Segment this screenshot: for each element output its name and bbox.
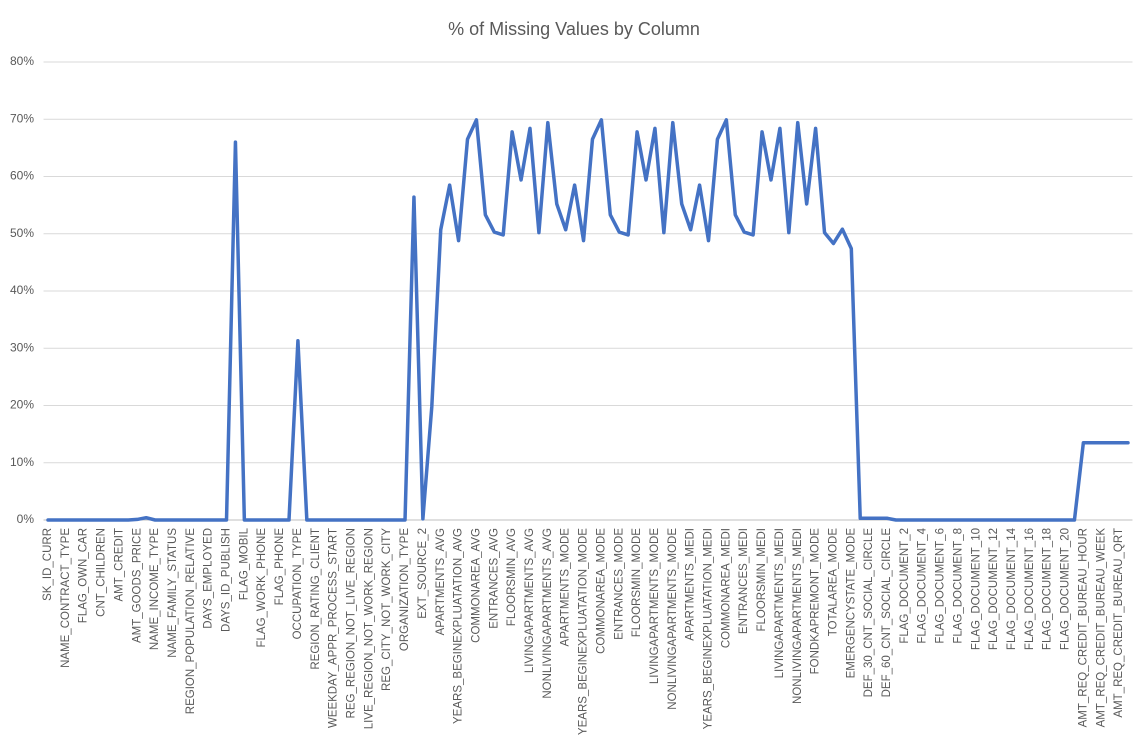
x-tick-label: FLAG_WORK_PHONE <box>256 528 268 648</box>
x-tick-label: NONLIVINGAPARTMENTS_MODE <box>667 528 679 710</box>
x-tick-label: ORGANIZATION_TYPE <box>399 528 411 651</box>
y-tick-label: 40% <box>10 283 34 297</box>
x-tick-label: FONDKAPREMONT_MODE <box>810 528 822 675</box>
x-tick-label: FLAG_MOBIL <box>238 527 250 600</box>
x-tick-label: FLOORSMIN_AVG <box>506 528 518 626</box>
x-tick-label: AMT_CREDIT <box>113 528 125 601</box>
x-tick-label: NONLIVINGAPARTMENTS_AVG <box>542 528 554 699</box>
x-tick-label: FLAG_DOCUMENT_12 <box>988 528 1000 650</box>
y-tick-label: 30% <box>10 340 34 354</box>
x-tick-label: ENTRANCES_MODE <box>613 528 625 640</box>
x-tick-label: FLAG_PHONE <box>274 528 286 606</box>
x-tick-label: ENTRANCES_AVG <box>488 528 500 629</box>
x-tick-label: TOTALAREA_MODE <box>827 528 839 637</box>
x-tick-label: FLAG_DOCUMENT_8 <box>952 528 964 644</box>
data-line <box>46 118 1130 522</box>
x-tick-label: FLAG_OWN_CAR <box>78 528 90 623</box>
x-tick-label: DEF_60_CNT_SOCIAL_CIRCLE <box>881 528 893 698</box>
x-tick-label: COMMONAREA_AVG <box>470 528 482 643</box>
y-tick-label: 60% <box>10 169 34 183</box>
y-tick-label: 0% <box>17 512 35 526</box>
x-tick-label: LIVINGAPARTMENTS_MODE <box>649 528 661 684</box>
x-tick-label: FLAG_DOCUMENT_10 <box>970 528 982 650</box>
x-tick-label: LIVE_REGION_NOT_WORK_REGION <box>363 528 375 729</box>
x-tick-label: FLOORSMIN_MEDI <box>756 528 768 632</box>
y-tick-label: 50% <box>10 226 34 240</box>
x-tick-label: YEARS_BEGINEXPLUATATION_MODE <box>578 528 590 735</box>
x-tick-label: FLAG_DOCUMENT_6 <box>935 528 947 644</box>
y-tick-label: 80% <box>10 54 34 68</box>
x-tick-label: REGION_POPULATION_RELATIVE <box>185 528 197 715</box>
x-tick-label: NAME_INCOME_TYPE <box>149 528 161 650</box>
x-tick-label: REGION_RATING_CLIENT <box>310 528 322 670</box>
x-tick-label: NAME_CONTRACT_TYPE <box>60 528 72 668</box>
x-tick-label: COMMONAREA_MODE <box>595 528 607 654</box>
x-tick-label: NAME_FAMILY_STATUS <box>167 528 179 658</box>
x-tick-label: AMT_REQ_CREDIT_BUREAU_QRT <box>1113 528 1125 718</box>
x-tick-label: NONLIVINGAPARTMENTS_MEDI <box>792 528 804 704</box>
x-tick-label: ENTRANCES_MEDI <box>738 528 750 634</box>
x-tick-label: WEEKDAY_APPR_PROCESS_START <box>328 528 340 728</box>
x-tick-label: FLAG_DOCUMENT_16 <box>1024 528 1036 650</box>
x-tick-label: LIVINGAPARTMENTS_MEDI <box>774 528 786 678</box>
x-tick-label: FLAG_DOCUMENT_20 <box>1060 528 1072 650</box>
x-tick-label: REG_REGION_NOT_LIVE_REGION <box>346 528 358 718</box>
x-tick-label: YEARS_BEGINEXPLUATATION_MEDI <box>703 528 715 729</box>
x-tick-label: YEARS_BEGINEXPLUATATION_AVG <box>453 528 465 724</box>
x-tick-label: FLAG_DOCUMENT_2 <box>899 528 911 644</box>
x-tick-label: SK_ID_CURR <box>42 528 54 601</box>
x-tick-label: AMT_REQ_CREDIT_BUREAU_WEEK <box>1095 528 1107 728</box>
x-tick-label: AMT_GOODS_PRICE <box>131 528 143 643</box>
y-tick-label: 20% <box>10 398 34 412</box>
x-tick-label: FLAG_DOCUMENT_18 <box>1042 528 1054 650</box>
x-tick-label: FLAG_DOCUMENT_14 <box>1006 527 1018 650</box>
x-tick-label: CNT_CHILDREN <box>96 528 108 617</box>
x-tick-label: LIVINGAPARTMENTS_AVG <box>524 528 536 673</box>
x-tick-label: DAYS_ID_PUBLISH <box>221 528 233 632</box>
x-tick-label: APARTMENTS_MODE <box>560 528 572 647</box>
x-tick-label: EMERGENCYSTATE_MODE <box>845 528 857 679</box>
x-tick-label: FLOORSMIN_MODE <box>631 528 643 638</box>
x-tick-label: DEF_30_CNT_SOCIAL_CIRCLE <box>863 528 875 698</box>
x-tick-label: APARTMENTS_AVG <box>435 528 447 635</box>
x-tick-label: OCCUPATION_TYPE <box>292 528 304 640</box>
chart-title: % of Missing Values by Column <box>448 19 700 39</box>
y-tick-label: 70% <box>10 111 34 125</box>
x-tick-label: COMMONAREA_MEDI <box>720 528 732 648</box>
x-tick-label: DAYS_EMPLOYED <box>203 528 215 629</box>
x-tick-label: APARTMENTS_MEDI <box>685 528 697 641</box>
x-tick-label: AMT_REQ_CREDIT_BUREAU_HOUR <box>1077 528 1089 727</box>
x-tick-label: REG_CITY_NOT_WORK_CITY <box>381 528 393 691</box>
y-tick-label: 10% <box>10 455 34 469</box>
x-tick-label: EXT_SOURCE_2 <box>417 528 429 619</box>
x-tick-label: FLAG_DOCUMENT_4 <box>917 527 929 643</box>
